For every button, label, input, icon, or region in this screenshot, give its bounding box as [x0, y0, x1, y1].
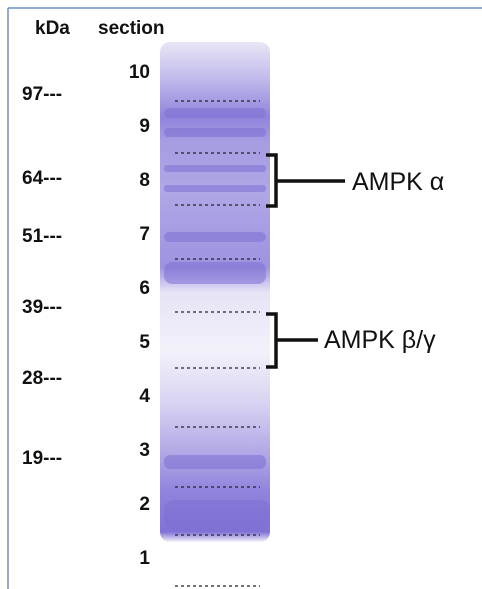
- kda-header: kDa: [35, 18, 70, 39]
- section-label: 9: [139, 116, 150, 137]
- marker-label: 51---: [22, 226, 62, 247]
- bracket: [266, 314, 318, 367]
- section-label: 1: [139, 548, 150, 569]
- annotation: AMPK β/γ: [324, 326, 436, 354]
- marker-label: 64---: [22, 168, 62, 189]
- section-label: 4: [139, 386, 150, 407]
- annotation: AMPK α: [352, 168, 444, 196]
- bracket: [266, 155, 345, 206]
- marker-label: 19---: [22, 448, 62, 469]
- section-label: 10: [129, 62, 150, 83]
- figure: kDa section 97--- 64--- 51--- 39--- 28--- 19-…: [0, 0, 482, 589]
- section-header: section: [98, 18, 165, 39]
- marker-label: 28---: [22, 368, 62, 389]
- section-label: 3: [139, 440, 150, 461]
- section-label: 6: [139, 278, 150, 299]
- section-label: 5: [139, 332, 150, 353]
- section-label: 7: [139, 224, 150, 245]
- marker-label: 39---: [22, 297, 62, 318]
- marker-label: 97---: [22, 84, 62, 105]
- section-label: 2: [139, 494, 150, 515]
- section-label: 8: [139, 170, 150, 191]
